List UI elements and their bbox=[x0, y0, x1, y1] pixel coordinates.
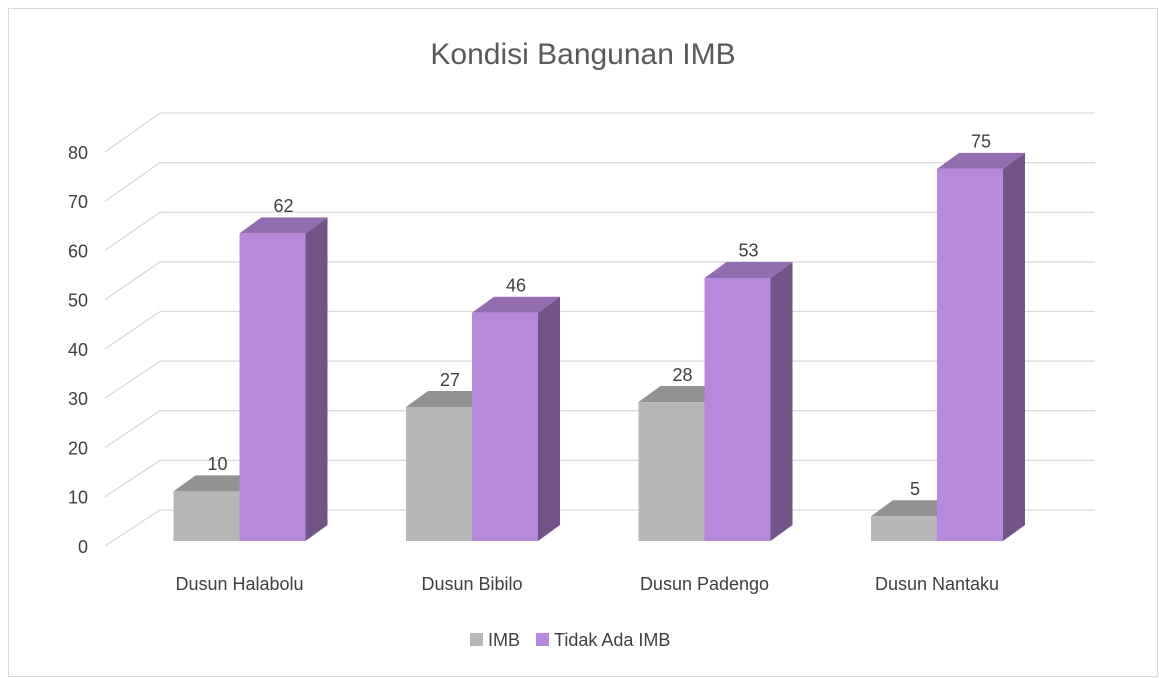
bar-side bbox=[538, 296, 560, 541]
bar bbox=[406, 407, 472, 541]
data-label: 27 bbox=[440, 370, 460, 390]
bar-top bbox=[239, 217, 328, 234]
bar bbox=[704, 277, 771, 541]
data-label: 75 bbox=[971, 132, 991, 152]
bar-top bbox=[472, 296, 560, 313]
grid-line bbox=[104, 112, 1095, 153]
y-tick-label: 30 bbox=[68, 389, 88, 409]
grid-line bbox=[104, 261, 1095, 301]
bar bbox=[173, 491, 240, 541]
grid-line bbox=[104, 211, 1095, 252]
bar bbox=[638, 402, 705, 541]
bar-side bbox=[770, 261, 793, 541]
legend-label: Tidak Ada IMB bbox=[554, 630, 670, 650]
bar bbox=[937, 168, 1003, 541]
y-tick-label: 50 bbox=[68, 291, 88, 311]
bar-side bbox=[305, 217, 328, 541]
data-label: 28 bbox=[672, 365, 692, 385]
x-tick-label: Dusun Nantaku bbox=[875, 574, 999, 594]
bar-top bbox=[704, 261, 793, 278]
bar bbox=[239, 233, 306, 541]
data-label: 53 bbox=[738, 241, 758, 261]
y-tick-label: 80 bbox=[68, 143, 88, 163]
data-label: 62 bbox=[273, 196, 293, 216]
chart-title: Kondisi Bangunan IMB bbox=[430, 38, 735, 71]
x-tick-label: Dusun Bibilo bbox=[421, 574, 522, 594]
y-tick-label: 40 bbox=[68, 340, 88, 360]
bar-top bbox=[937, 152, 1025, 169]
x-tick-label: Dusun Halabolu bbox=[175, 574, 303, 594]
bar bbox=[871, 516, 937, 541]
y-tick-label: 60 bbox=[68, 241, 88, 261]
y-tick-label: 70 bbox=[68, 192, 88, 212]
x-tick-label: Dusun Padengo bbox=[640, 574, 769, 594]
data-label: 46 bbox=[506, 275, 526, 295]
legend-label: IMB bbox=[488, 630, 520, 650]
data-label: 10 bbox=[207, 454, 227, 474]
data-label: 5 bbox=[910, 479, 920, 499]
grid-line bbox=[104, 161, 1095, 202]
bar-side bbox=[1003, 152, 1025, 541]
y-tick-label: 20 bbox=[68, 438, 88, 458]
legend-swatch bbox=[470, 633, 483, 646]
legend-swatch bbox=[536, 633, 550, 646]
bar bbox=[472, 312, 538, 541]
y-tick-label: 0 bbox=[78, 537, 88, 557]
y-tick-label: 10 bbox=[68, 488, 88, 508]
